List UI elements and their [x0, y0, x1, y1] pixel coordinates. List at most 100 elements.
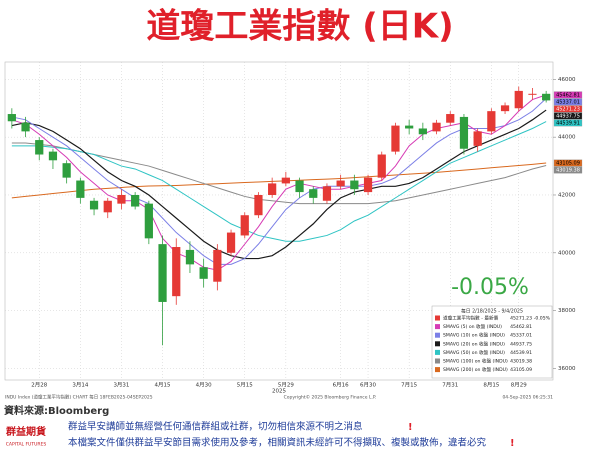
- x-tick-label: 6月16: [333, 382, 349, 389]
- x-tick-label: 3月31: [113, 382, 129, 389]
- candle-body: [405, 125, 414, 129]
- x-tick-label: 2月28: [31, 382, 47, 389]
- candle-body: [117, 194, 126, 204]
- candle-body: [350, 180, 359, 190]
- chart-info: INDU Index (道瓊工業平均指數) CHART 每日 18FEB2025…: [5, 394, 153, 401]
- x-tick-label: 7月15: [401, 382, 417, 389]
- candle-body: [144, 203, 153, 239]
- logo-box: [6, 421, 46, 449]
- candle-body: [89, 200, 99, 210]
- value-tag-label: 44937.75: [556, 113, 580, 119]
- value-tag-label: 44539.91: [556, 120, 580, 126]
- legend-value: 43019.38: [510, 359, 532, 365]
- candle-body: [514, 90, 523, 109]
- candle-body: [76, 180, 85, 198]
- legend-label: SMAVG (5) on 收盤 (INDU): [443, 323, 502, 330]
- value-tag: [553, 119, 583, 127]
- page-title: 道瓊工業指數 (日K): [146, 7, 453, 47]
- candle-body: [185, 249, 195, 265]
- source: 資料來源:Bloomberg: [4, 404, 109, 417]
- x-tick-label: 4月30: [196, 382, 212, 389]
- legend-value: 45337.01: [510, 333, 532, 339]
- x-tick-label: 5月29: [278, 382, 294, 389]
- x-tick-label: 5月15: [237, 382, 253, 389]
- candle-body: [62, 163, 71, 178]
- candle-body: [240, 215, 249, 236]
- legend-value: 44539.91: [510, 350, 532, 356]
- value-tag: [553, 105, 583, 113]
- legend-label: SMAVG (50) on 收盤 (INDU): [443, 349, 505, 356]
- x-tick-label: 7月31: [442, 382, 458, 389]
- candle-body: [391, 125, 400, 152]
- legend-label: SMAVG (200) on 收盤 (INDU): [443, 366, 508, 373]
- ma-line: [11, 94, 547, 271]
- value-tag-label: 45337.01: [556, 99, 580, 105]
- candle-body: [542, 93, 551, 101]
- legend-value: 45271.23: [510, 316, 532, 322]
- y-tick-label: 44000: [558, 135, 576, 141]
- candle-body: [268, 183, 277, 195]
- ma-line: [11, 142, 547, 205]
- disclaimer-text: 本檔案文件僅供群益早安節目需求使用及參考，相關資訊未經許可不得擷取、複製或散佈，…: [68, 437, 487, 449]
- ma-line: [11, 121, 547, 242]
- copyright: Copyright© 2025 Bloomberg Finance L.P.: [284, 394, 377, 401]
- ma-line: [11, 98, 547, 265]
- y-tick-label: 46000: [558, 77, 576, 83]
- candle-body: [418, 128, 427, 135]
- candle-body: [336, 180, 345, 187]
- candle-body: [281, 177, 290, 184]
- legend-label: SMAVG (10) on 收盤 (INDU): [443, 332, 505, 339]
- candle-body: [459, 116, 469, 149]
- candle-body: [158, 244, 167, 302]
- candle-body: [226, 232, 236, 253]
- candle-body: [432, 122, 441, 132]
- candle-body: [309, 189, 318, 198]
- candle-body: [103, 200, 112, 213]
- value-tag: [553, 98, 583, 106]
- x-tick-label: 4月15: [155, 382, 171, 389]
- legend-label: 道瓊工業平均指數 - 最新價: [443, 315, 499, 322]
- candle-body: [7, 114, 16, 122]
- legend-swatch: [435, 324, 440, 330]
- x-axis-year: 2025: [272, 389, 286, 395]
- legend-swatch: [435, 367, 440, 373]
- legend-swatch: [435, 315, 440, 321]
- candle-body: [500, 105, 510, 112]
- candle-body: [487, 111, 496, 132]
- y-tick-label: 42000: [558, 192, 576, 198]
- value-tag: [553, 112, 583, 120]
- logo-name: 群益期貨: [6, 425, 46, 438]
- legend-value: 43105.09: [510, 367, 532, 373]
- value-tag: [553, 166, 583, 174]
- candle-body: [528, 93, 537, 95]
- candle-body: [322, 186, 332, 201]
- disclaimer-mark: !: [408, 422, 413, 433]
- legend-swatch: [435, 358, 440, 364]
- logo-sub: CAPITAL FUTURES: [6, 442, 47, 448]
- y-tick-label: 40000: [558, 250, 576, 256]
- legend-label: SMAVG (20) on 收盤 (INDU): [443, 340, 505, 347]
- legend-value: 44937.75: [510, 341, 532, 347]
- legend-box: [431, 305, 553, 379]
- ma-line: [11, 109, 547, 260]
- legend-label: SMAVG (100) on 收盤 (INDU): [443, 358, 508, 365]
- y-tick-label: 36000: [558, 366, 576, 372]
- x-tick-label: 3月14: [72, 382, 88, 389]
- timestamp: 04-Sep-2025 06:25:31: [502, 395, 553, 401]
- candle-body: [446, 114, 455, 123]
- y-tick-label: 38000: [558, 308, 576, 314]
- candle-body: [254, 194, 263, 216]
- value-tag-label: 45271.23: [556, 106, 580, 112]
- candle-body: [473, 131, 482, 146]
- candle-body: [199, 267, 208, 279]
- x-tick-label: 8月29: [511, 382, 527, 389]
- x-tick-label: 8月15: [483, 382, 499, 389]
- value-tag-label: 43105.09: [556, 161, 580, 167]
- candle-body: [48, 151, 58, 161]
- candle-body: [21, 122, 30, 132]
- value-tag-label: 43019.38: [556, 168, 580, 174]
- disclaimer-mark: !: [510, 438, 515, 449]
- legend-swatch: [435, 341, 440, 347]
- candle-body: [213, 249, 222, 282]
